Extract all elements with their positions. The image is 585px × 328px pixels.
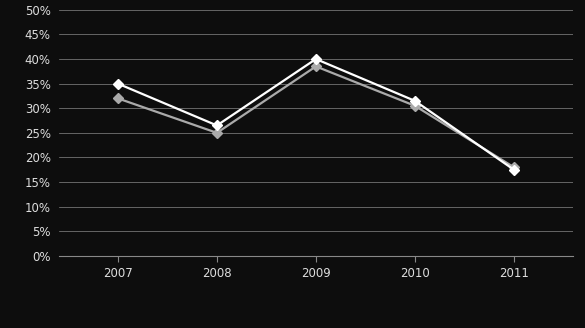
Konsolideringsgrad [115,82,122,86]
Konsolideringsgrad [510,168,517,172]
Konsolideringsgrad [411,99,418,103]
Soliditet [411,104,418,108]
Line: Soliditet: Soliditet [115,63,517,171]
Soliditet [115,96,122,100]
Soliditet [312,64,319,69]
Soliditet [510,165,517,169]
Konsolideringsgrad [312,57,319,61]
Konsolideringsgrad [214,123,221,127]
Soliditet [214,131,221,135]
Line: Konsolideringsgrad: Konsolideringsgrad [115,55,517,173]
